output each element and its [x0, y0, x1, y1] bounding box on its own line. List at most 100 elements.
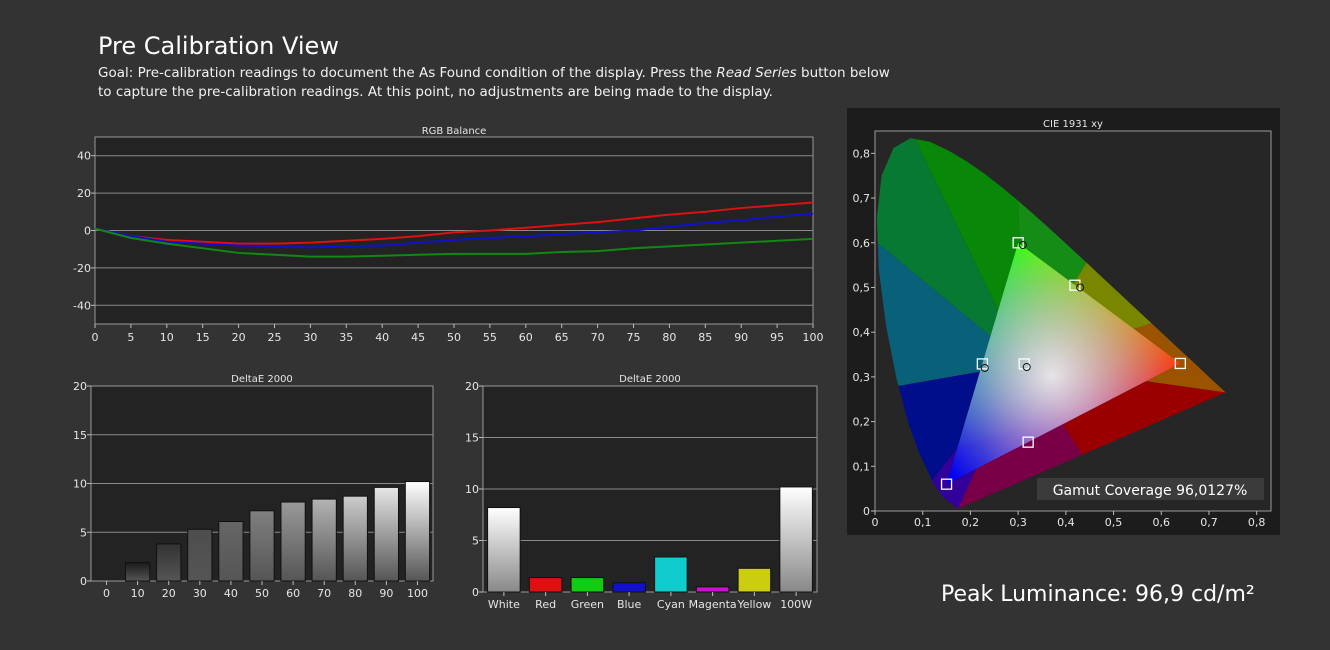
deltae-gray-x-tick-label: 80	[348, 587, 362, 600]
cie-measured-marker	[1076, 283, 1085, 292]
cie-y-tick-label: 0,8	[853, 147, 871, 160]
rgb-x-tick-label: 10	[160, 331, 174, 344]
cie-target-marker	[1022, 436, 1034, 448]
deltae-color-bar	[612, 582, 646, 593]
rgb-x-tick-label: 45	[411, 331, 425, 344]
cie-wedge	[918, 363, 1130, 509]
cie-x-tick-label: 0,8	[1248, 516, 1266, 529]
cie-wedge	[876, 138, 1025, 364]
deltae-gray-y-tick-label: 10	[73, 478, 87, 491]
peak-luminance: Peak Luminance: 96,9 cd/m²	[941, 582, 1255, 607]
cie-target-marker	[1069, 279, 1081, 291]
cie-y-tick-label: 0,7	[853, 192, 871, 205]
deltae-color-x-tick-label: Red	[535, 598, 556, 611]
deltae-color-bar	[737, 567, 772, 593]
deltae-gray-x-tick-label: 90	[379, 587, 393, 600]
rgb-chart-title: RGB Balance	[422, 126, 487, 137]
goal-text: Goal: Pre-calibration readings to docume…	[98, 64, 898, 102]
deltae-color-x-tick-label: Green	[571, 598, 604, 611]
deltae-color-y-tick-label: 20	[465, 380, 479, 393]
rgb-x-tick-label: 5	[127, 331, 134, 344]
cie-measured-marker	[1018, 241, 1027, 249]
cie-x-tick-label: 0,5	[1105, 516, 1123, 529]
rgb-series-line-0	[94, 201, 814, 245]
rgb-x-tick-label: 25	[268, 331, 282, 344]
deltae-color-bar	[528, 577, 563, 593]
cie-x-tick-label: 0,3	[1009, 516, 1027, 529]
deltae-color-x-tick-label: Yellow	[736, 598, 771, 611]
deltae-gray-bar	[125, 561, 151, 582]
deltae-color-y-tick-label: 10	[465, 483, 479, 496]
rgb-x-tick-label: 90	[734, 331, 748, 344]
deltae-gray-x-tick-label: 100	[407, 587, 428, 600]
deltae-gray-x-tick-label: 20	[162, 587, 176, 600]
cie-y-tick-label: 0,4	[853, 326, 871, 339]
rgb-y-tick-label: 0	[84, 225, 91, 238]
gamut-coverage-label: Gamut Coverage 96,0127%	[1053, 483, 1248, 499]
rgb-series-line-2	[94, 227, 814, 258]
cie-x-tick-label: 0	[872, 516, 879, 529]
rgb-y-tick-label: 20	[77, 187, 91, 200]
deltae-color-title: DeltaE 2000	[619, 374, 681, 385]
cie-target-marker	[1174, 357, 1186, 370]
gamut-coverage-box	[1037, 478, 1264, 500]
rgb-x-tick-label: 100	[803, 331, 824, 344]
goal-prefix: Goal: Pre-calibration readings to docume…	[98, 65, 717, 81]
cie-wedge	[876, 170, 1025, 399]
rgb-series-line-1	[94, 212, 814, 249]
rgb-x-tick-label: 0	[92, 331, 99, 344]
rgb-x-tick-label: 55	[483, 331, 497, 344]
cie-y-tick-label: 0,1	[853, 460, 871, 473]
deltae-color-bar	[695, 586, 730, 593]
deltae-gray-x-tick-label: 10	[131, 587, 145, 600]
cie-measured-marker	[1022, 363, 1031, 372]
rgb-x-tick-label: 35	[339, 331, 353, 344]
rgb-y-tick-label: -40	[73, 299, 91, 312]
goal-emphasis: Read Series	[716, 65, 797, 81]
cie-x-tick-label: 0,7	[1200, 516, 1218, 529]
deltae-gray-bar	[373, 486, 399, 582]
deltae-gray-bar	[280, 501, 306, 582]
rgb-x-tick-label: 70	[591, 331, 605, 344]
deltae-color-bar	[654, 556, 688, 593]
deltae-color-bar	[779, 486, 813, 593]
gamut-triangle-white	[946, 242, 1181, 485]
rgb-x-tick-label: 15	[196, 331, 210, 344]
deltae-color-x-tick-label: White	[488, 598, 520, 611]
cie-target-marker	[1012, 237, 1024, 249]
rgb-x-tick-label: 75	[627, 331, 641, 344]
rgb-y-tick-label: -20	[73, 262, 91, 275]
deltae-gray-bar	[249, 510, 275, 582]
deltae-gray-x-tick-label: 40	[224, 587, 238, 600]
deltae-color-bar	[487, 507, 521, 593]
deltae-gray-x-tick-label: 70	[317, 587, 331, 600]
deltae-color-y-tick-label: 0	[472, 586, 479, 599]
rgb-y-tick-label: 40	[77, 150, 91, 163]
cie-wedge	[876, 138, 1025, 364]
cie-target-marker	[940, 478, 953, 490]
rgb-x-tick-label: 95	[770, 331, 784, 344]
cie-x-tick-label: 0,1	[914, 516, 932, 529]
page-title: Pre Calibration View	[98, 32, 339, 60]
deltae-color-x-tick-label: Cyan	[657, 598, 685, 611]
deltae-gray-bar	[404, 481, 431, 582]
cie-y-tick-label: 0,2	[853, 416, 871, 429]
cie-x-tick-label: 0,6	[1153, 516, 1171, 529]
cie-target-marker	[976, 358, 988, 370]
deltae-color-y-tick-label: 5	[472, 535, 479, 548]
cie-y-tick-label: 0,5	[853, 281, 871, 294]
deltae-gray-x-tick-label: 60	[286, 587, 300, 600]
rgb-x-tick-label: 20	[232, 331, 246, 344]
deltae-color-y-tick-label: 15	[465, 432, 479, 445]
deltae-gray-x-tick-label: 0	[103, 587, 110, 600]
cie-y-tick-label: 0,3	[853, 371, 871, 384]
deltae-gray-title: DeltaE 2000	[231, 374, 293, 385]
goal-suffix: button below to capture the pre-calibrat…	[98, 65, 890, 100]
deltae-gray-x-tick-label: 30	[193, 587, 207, 600]
deltae-gray-bar	[311, 498, 337, 582]
rgb-x-tick-label: 50	[447, 331, 461, 344]
deltae-color-x-tick-label: 100W	[780, 598, 812, 611]
rgb-x-tick-label: 65	[555, 331, 569, 344]
deltae-gray-y-tick-label: 5	[80, 526, 87, 539]
